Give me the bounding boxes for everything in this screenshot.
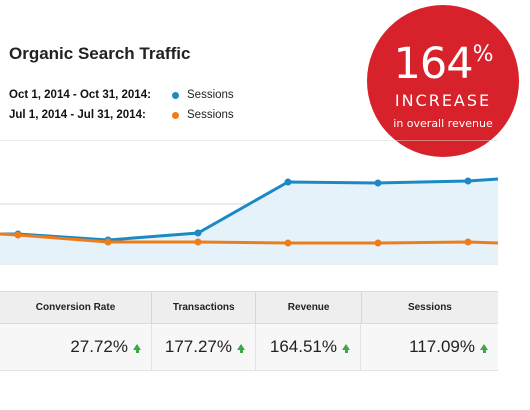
sessions-chart: [0, 140, 499, 265]
legend-series-name: Sessions: [187, 89, 234, 101]
up-arrow-icon: [342, 344, 350, 353]
value-sessions: 117.09%: [361, 324, 498, 370]
badge-percent-symbol: %: [472, 42, 494, 67]
revenue-increase-badge: 164% INCREASE in overall revenue: [367, 5, 519, 157]
badge-headline: INCREASE: [394, 91, 492, 110]
series-color-dot: [172, 111, 179, 119]
sessions-line-previous: [0, 232, 499, 245]
header-sessions: Sessions: [407, 302, 452, 313]
data-point-previous: [104, 238, 112, 246]
header-revenue: Revenue: [256, 292, 362, 323]
up-arrow-icon: [237, 344, 245, 353]
data-point-previous: [284, 239, 292, 247]
legend-row-previous: Jul 1, 2014 - Jul 31, 2014: Sessions: [9, 109, 234, 121]
badge-caption: in overall revenue: [393, 117, 493, 130]
header-transactions: Transactions: [152, 292, 257, 323]
data-point-previous: [374, 239, 382, 247]
value-conversion-rate: 27.72%: [0, 324, 152, 370]
badge-number: 164%: [393, 39, 494, 89]
legend-date-range: Oct 1, 2014 - Oct 31, 2014:: [9, 89, 151, 101]
value-revenue: 164.51%: [256, 324, 361, 370]
header-conversion-rate: Conversion Rate: [0, 292, 153, 323]
chart-title: Organic Search Traffic: [9, 44, 191, 63]
data-point-current: [374, 179, 382, 187]
value-transactions: 177.27%: [152, 324, 256, 370]
series-color-dot: [172, 91, 179, 99]
data-point-previous: [464, 238, 472, 246]
sessions-area-fill: [0, 179, 498, 264]
data-point-current: [464, 177, 472, 185]
legend-date-range: Jul 1, 2014 - Jul 31, 2014:: [9, 109, 146, 121]
legend-row-current: Oct 1, 2014 - Oct 31, 2014: Sessions: [9, 89, 234, 101]
data-point-current: [284, 178, 292, 186]
up-arrow-icon: [133, 344, 141, 353]
data-point-previous: [194, 238, 202, 246]
data-point-current: [194, 229, 202, 237]
data-point-previous: [14, 231, 22, 239]
metrics-header-row: Conversion Rate Transactions Revenue Ses…: [0, 291, 498, 324]
legend-series-name: Sessions: [187, 109, 234, 121]
metrics-value-row: 27.72% 177.27% 164.51% 117.09%: [0, 324, 498, 371]
up-arrow-icon: [480, 344, 488, 353]
metrics-table: Conversion Rate Transactions Revenue Ses…: [0, 291, 498, 371]
